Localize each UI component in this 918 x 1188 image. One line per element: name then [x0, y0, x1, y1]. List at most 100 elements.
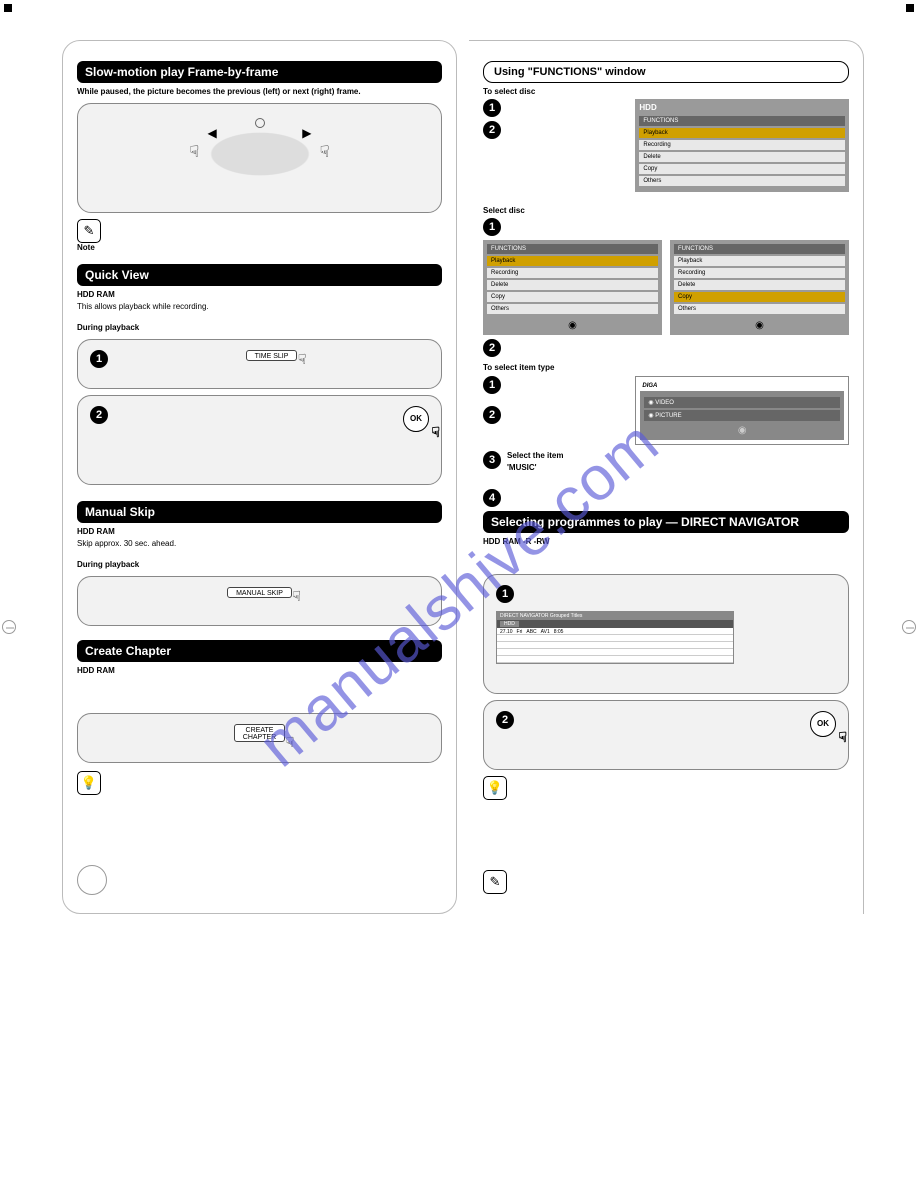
tab-hdd[interactable]: HDD [500, 621, 519, 627]
menu-row[interactable]: Others [674, 304, 845, 314]
note-icon: ✎ [77, 219, 101, 243]
tip-icon: 💡 [77, 771, 101, 795]
step-1-badge: 1 [496, 585, 514, 603]
nav-row[interactable]: ◉ PICTURE [644, 410, 840, 421]
functions-menu-title: FUNCTIONS [678, 246, 713, 252]
ok-button[interactable]: OK ☟ [810, 711, 836, 737]
directnav-header: Selecting programmes to play — DIRECT NA… [483, 511, 849, 533]
select-item-type-label: To select item type [483, 363, 849, 373]
arrow-left-icon: ◀ [208, 126, 217, 140]
manualskip-panel: MANUAL SKIP ☟ [77, 576, 442, 626]
functions-header: Using "FUNCTIONS" window [483, 61, 849, 83]
manualskip-button-label: MANUAL SKIP [236, 590, 283, 597]
manualskip-button[interactable]: MANUAL SKIP ☟ [227, 587, 292, 598]
hand-icon: ☟ [431, 424, 440, 441]
manualskip-formats: HDD RAM [77, 527, 442, 537]
during-playback-label: During playback [77, 323, 442, 333]
step-2-badge: 2 [483, 339, 501, 357]
menu-row[interactable]: Recording [487, 268, 658, 278]
scroll-indicator-icon: ◉ [487, 320, 658, 331]
ok-button-label: OK [410, 414, 422, 423]
hand-icon: ☟ [286, 735, 295, 749]
step-1-badge: 1 [483, 99, 501, 117]
menu-row[interactable]: Copy [639, 164, 845, 174]
manualskip-desc: Skip approx. 30 sec. ahead. [77, 539, 442, 549]
timeslip-button[interactable]: TIME SLIP ☟ [246, 350, 298, 361]
slow-motion-header: Slow-motion play Frame-by-frame [77, 61, 442, 83]
crop-mark [906, 4, 914, 12]
arrow-right-icon: ▶ [302, 126, 311, 140]
tip-icon: 💡 [483, 776, 507, 800]
createchapter-button-label: CREATE CHAPTER [243, 727, 276, 741]
functions-menu-drive: HDD [639, 103, 845, 113]
slow-motion-desc: While paused, the picture becomes the pr… [77, 87, 442, 97]
hand-icon: ☟ [320, 142, 330, 162]
binding-mark-right [902, 620, 916, 634]
manualskip-header: Manual Skip [77, 501, 442, 523]
hand-icon: ☟ [190, 142, 200, 162]
step-1-badge: 1 [483, 376, 501, 394]
cell-day: Fri [517, 629, 523, 633]
timeslip-panel: 1 TIME SLIP ☟ [77, 339, 442, 389]
createchapter-button[interactable]: CREATE CHAPTER ☟ [234, 724, 285, 742]
page-circle [77, 865, 107, 895]
menu-row[interactable]: Others [639, 176, 845, 186]
directnav-table: DIRECT NAVIGATOR Grouped Titles HDD 27.1… [496, 611, 734, 664]
step-2-badge: 2 [483, 406, 501, 424]
menu-row[interactable]: Recording [674, 268, 845, 278]
menu-row[interactable]: Playback [674, 256, 845, 266]
directnav-panel-1: 1 DIRECT NAVIGATOR Grouped Titles HDD 27… [483, 574, 849, 694]
createchapter-panel: CREATE CHAPTER ☟ [77, 713, 442, 763]
quickview-desc: This allows playback while recording. [77, 302, 442, 312]
left-column: Slow-motion play Frame-by-frame While pa… [62, 40, 457, 914]
cell-ch: ABC [526, 629, 536, 633]
step-2-badge: 2 [496, 711, 514, 729]
ok-panel: 2 OK ☟ [77, 395, 442, 485]
remote-dpad-diagram: ◀ ▶ ☟ ☟ [160, 114, 360, 194]
menu-row[interactable]: Delete [674, 280, 845, 290]
table-title: DIRECT NAVIGATOR Grouped Titles [500, 613, 582, 619]
directnav-formats: HDD RAM -R -RW [483, 537, 849, 547]
scroll-indicator-icon: ◉ [674, 320, 845, 331]
step-2-badge: 2 [483, 121, 501, 139]
functions-menu-2a: FUNCTIONS Playback Recording Delete Copy… [483, 240, 662, 335]
step-1-badge: 1 [483, 218, 501, 236]
step-4-badge: 4 [483, 489, 501, 507]
binding-mark-left [2, 620, 16, 634]
step-1-badge: 1 [90, 350, 108, 368]
menu-row[interactable]: Copy [487, 292, 658, 302]
menu-row[interactable]: Delete [639, 152, 845, 162]
brand-label: DIGA [640, 381, 844, 391]
right-column: Using "FUNCTIONS" window To select disc … [469, 40, 864, 914]
menu-row[interactable]: Others [487, 304, 658, 314]
crop-mark [4, 4, 12, 12]
menu-row[interactable]: Copy [674, 292, 845, 302]
timeslip-button-label: TIME SLIP [255, 353, 289, 360]
cell-time: 8:05 [554, 629, 564, 633]
functions-menu-1: HDD FUNCTIONS Playback Recording Delete … [635, 99, 849, 191]
select-disc-label: To select disc [483, 87, 849, 97]
quickview-formats: HDD RAM [77, 290, 442, 300]
step-3-badge: 3 [483, 451, 501, 469]
cell-date: 27.10 [500, 629, 513, 633]
menu-row[interactable]: Recording [639, 140, 845, 150]
ok-button[interactable]: OK ☟ [403, 406, 429, 432]
createchapter-formats: HDD RAM [77, 666, 442, 676]
createchapter-header: Create Chapter [77, 640, 442, 662]
menu-row[interactable]: Delete [487, 280, 658, 290]
slow-motion-panel: ◀ ▶ ☟ ☟ [77, 103, 442, 213]
step-3-sub: 'MUSIC' [507, 463, 563, 473]
menu-row[interactable]: Playback [639, 128, 845, 138]
nav-row[interactable]: ◉ VIDEO [644, 397, 840, 408]
directnav-panel-2: 2 OK ☟ [483, 700, 849, 770]
cell-title: AV1 [541, 629, 550, 633]
hand-icon: ☟ [298, 351, 307, 368]
functions-menu-title: FUNCTIONS [643, 118, 678, 124]
hand-icon: ☟ [838, 729, 847, 746]
note-label: Note [77, 243, 442, 253]
step-3-text: Select the item [507, 451, 563, 461]
menu-row[interactable]: Playback [487, 256, 658, 266]
during-playback-label: During playback [77, 560, 442, 570]
hand-icon: ☟ [292, 588, 301, 605]
step-2-badge: 2 [90, 406, 108, 424]
